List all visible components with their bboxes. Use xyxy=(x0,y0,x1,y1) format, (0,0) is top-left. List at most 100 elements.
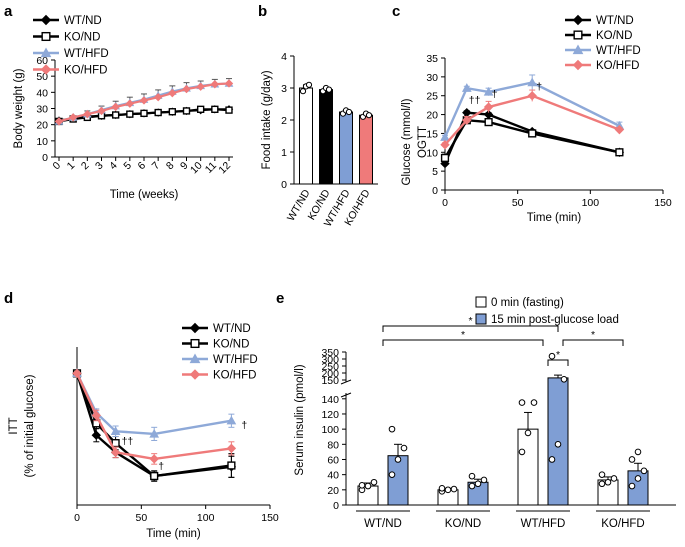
bar-KO/HFD xyxy=(359,114,373,185)
significance-bracket xyxy=(382,325,559,332)
y-axis-label: (% of initial glucose) xyxy=(24,374,36,477)
data-point xyxy=(91,410,102,421)
y-tick-label: 35 xyxy=(426,53,438,65)
data-point xyxy=(168,108,177,116)
dot-point xyxy=(364,482,372,490)
data-point xyxy=(154,108,162,117)
legend-e-1: 15 min post-glucose load xyxy=(491,314,619,326)
dot-point xyxy=(480,476,488,484)
data-point xyxy=(483,102,494,112)
x-tick-label: 100 xyxy=(197,512,215,524)
legend-marker xyxy=(40,14,52,26)
panel-letter-b: b xyxy=(258,3,267,20)
data-point xyxy=(125,99,135,108)
annotation-dagger: † xyxy=(492,89,498,101)
legend-c-3: KO/HFD xyxy=(596,60,639,72)
data-point xyxy=(54,117,64,126)
legend-marker xyxy=(189,369,201,380)
data-point xyxy=(110,447,121,458)
significance-star: * xyxy=(556,349,560,361)
annotation-dagger: †† xyxy=(469,94,481,106)
data-point xyxy=(196,82,205,91)
bar-WT/ND xyxy=(299,87,313,185)
data-point xyxy=(168,88,177,98)
significance-bracket xyxy=(547,359,569,366)
y-tick-label: 10 xyxy=(36,136,48,148)
legend-a-0: WT/ND xyxy=(64,15,102,27)
x-tick-label: 50 xyxy=(512,197,524,209)
axis-break xyxy=(340,392,352,398)
panel-d-chart: 0 50 100 150 Time (min) ITT (% of initial gluc… xyxy=(8,322,279,540)
data-point xyxy=(97,106,106,116)
axis-break xyxy=(340,379,352,385)
data-point xyxy=(110,426,121,435)
y-tick-label: 1 xyxy=(281,147,287,159)
y-tick-label: 250 xyxy=(321,361,339,373)
significance-star: * xyxy=(468,315,472,327)
y-tick-label: 140 xyxy=(321,394,339,406)
data-point xyxy=(210,80,220,89)
y-tick-label: 30 xyxy=(36,104,48,116)
y-axis-label: Body weight (g) xyxy=(13,68,25,148)
legend-a-2: WT/HFD xyxy=(64,48,109,60)
legend-d-2: WT/HFD xyxy=(213,354,258,366)
dot-point xyxy=(628,456,636,463)
data-point xyxy=(440,153,450,163)
dot-point xyxy=(468,482,476,490)
x-tick-label: 150 xyxy=(654,197,672,209)
y-tick-label: 60 xyxy=(36,55,48,67)
data-point xyxy=(153,92,163,102)
x-tick-label: 100 xyxy=(582,197,600,209)
y-tick-label: 20 xyxy=(327,485,339,497)
data-point xyxy=(461,83,472,92)
chart-title: ITT xyxy=(8,417,20,434)
annotation-dagger: †† xyxy=(122,435,134,447)
x-tick-label: 50 xyxy=(135,512,147,524)
data-point xyxy=(149,428,160,438)
bar-WT/HFD xyxy=(339,111,353,185)
data-point xyxy=(225,106,233,114)
x-tick-label: 5 xyxy=(121,160,134,173)
legend-marker xyxy=(573,30,583,40)
panel-letter-a: a xyxy=(4,3,13,20)
dot-point xyxy=(548,456,556,463)
legend-marker xyxy=(41,31,51,42)
legend-d-1: KO/ND xyxy=(213,339,249,351)
significance-star: * xyxy=(461,329,465,341)
dot-point xyxy=(345,108,353,116)
data-point xyxy=(91,430,102,440)
legend-marker xyxy=(572,44,584,55)
legend-swatch xyxy=(475,313,487,325)
y-tick-label: 60 xyxy=(327,454,339,466)
data-point xyxy=(140,109,148,118)
data-point xyxy=(111,439,120,448)
legend-marker xyxy=(190,338,200,349)
data-point xyxy=(226,415,237,425)
dot-point xyxy=(634,448,642,456)
y-tick-label: 40 xyxy=(36,87,48,99)
y-tick-label: 30 xyxy=(426,72,438,84)
x-tick-label: WT/ND xyxy=(364,518,402,530)
y-tick-label: 20 xyxy=(36,120,48,132)
dot-point xyxy=(299,88,307,95)
panel-letter-d: d xyxy=(4,290,13,307)
y-axis-label: Food intake (g/day) xyxy=(261,70,273,169)
legend-e-0: 0 min (fasting) xyxy=(491,297,564,309)
legend-c-1: KO/ND xyxy=(596,30,632,42)
bar-KO/ND xyxy=(319,89,333,185)
data-point xyxy=(182,107,191,115)
y-tick-label: 15 xyxy=(426,128,438,140)
y-tick-label: 0 xyxy=(333,500,339,512)
x-tick-label: WT/HFD xyxy=(521,518,566,530)
y-tick-label: 80 xyxy=(327,439,339,451)
data-point xyxy=(440,140,450,150)
legend-marker xyxy=(40,47,52,58)
y-tick-label: 0 xyxy=(281,179,287,191)
annotation-dagger: † xyxy=(241,420,247,432)
y-tick-label: 25 xyxy=(426,91,438,103)
legend-c-2: WT/HFD xyxy=(596,45,641,57)
y-tick-label: 40 xyxy=(327,470,339,482)
